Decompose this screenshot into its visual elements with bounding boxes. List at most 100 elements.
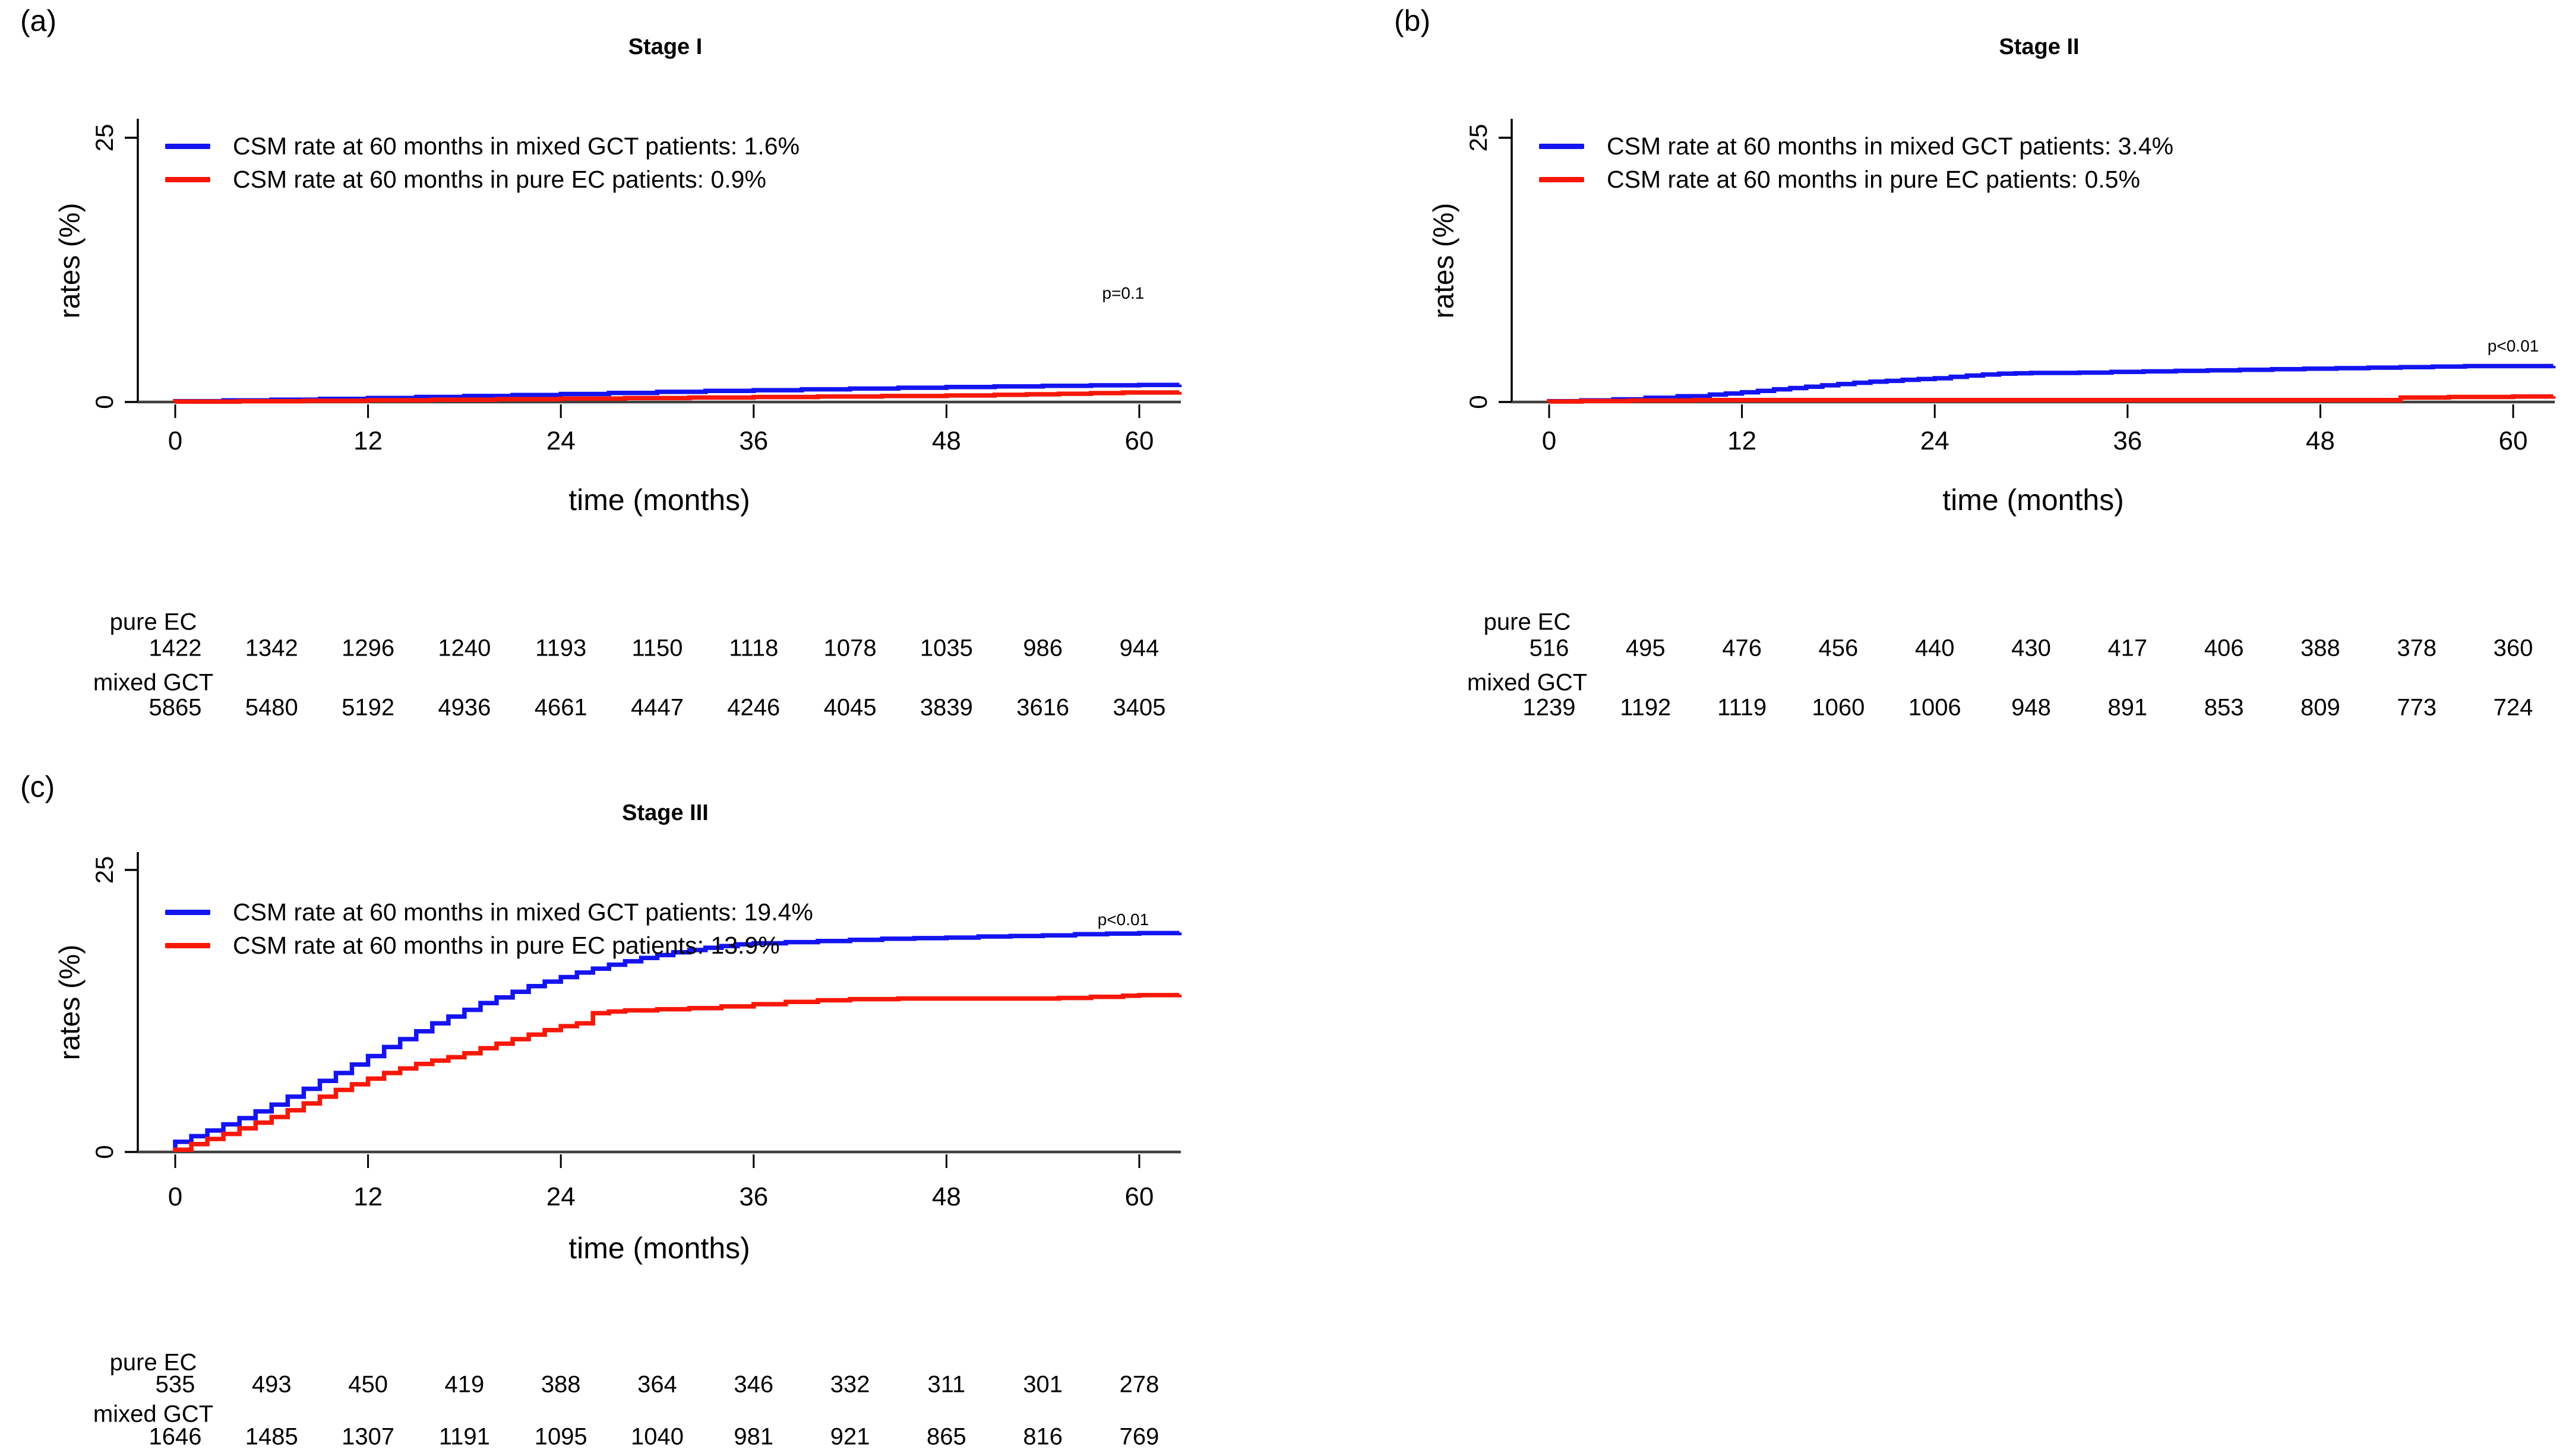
legend-line-swatch-red bbox=[165, 176, 210, 182]
legend-entry-mixed-gct: CSM rate at 60 months in mixed GCT patie… bbox=[165, 129, 800, 163]
legend-label: CSM rate at 60 months in mixed GCT patie… bbox=[1607, 132, 2174, 160]
y-tick-label: 0 bbox=[1464, 395, 1492, 409]
risk-count: 430 bbox=[2011, 635, 2051, 661]
legend-label: CSM rate at 60 months in pure EC patient… bbox=[233, 931, 780, 959]
risk-count: 1006 bbox=[1908, 694, 1961, 721]
risk-count: 1192 bbox=[1620, 694, 1671, 721]
plot-area: 25 0 0 12 24 36 48 60 bbox=[90, 119, 1182, 455]
risk-count: 981 bbox=[734, 1423, 774, 1450]
x-tick-label: 36 bbox=[739, 1182, 768, 1211]
risk-count: 516 bbox=[1529, 635, 1569, 661]
risk-row-label-mixed-gct: mixed GCT bbox=[93, 1401, 214, 1427]
y-axis-title: rates (%) bbox=[54, 944, 86, 1060]
legend: CSM rate at 60 months in mixed GCT patie… bbox=[1539, 129, 2173, 196]
plot-area: 25 0 0 12 24 36 48 60 bbox=[90, 852, 1182, 1211]
risk-count: 332 bbox=[830, 1371, 870, 1398]
legend-entry-pure-ec: CSM rate at 60 months in pure EC patient… bbox=[1539, 163, 2173, 196]
risk-count: 476 bbox=[1722, 635, 1762, 661]
legend-line-swatch-blue bbox=[1539, 143, 1584, 149]
curve-pure-ec bbox=[1547, 394, 2556, 404]
risk-count: 311 bbox=[927, 1371, 966, 1398]
x-tick-label: 48 bbox=[932, 1182, 961, 1211]
risk-row-label-pure-ec: pure EC bbox=[109, 609, 197, 635]
risk-count: 3616 bbox=[1016, 694, 1070, 721]
legend-line-swatch-red bbox=[165, 942, 210, 948]
risk-count: 440 bbox=[1914, 635, 1955, 661]
risk-count: 865 bbox=[927, 1423, 966, 1450]
risk-count: 948 bbox=[2011, 694, 2051, 721]
risk-count: 1239 bbox=[1522, 694, 1576, 721]
risk-count: 388 bbox=[541, 1371, 581, 1398]
risk-count: 5480 bbox=[245, 694, 298, 721]
risk-count: 816 bbox=[1023, 1423, 1063, 1450]
x-tick-label: 12 bbox=[353, 1182, 383, 1211]
x-tick-label: 36 bbox=[739, 426, 768, 455]
risk-count: 986 bbox=[1023, 635, 1063, 661]
risk-count: 1422 bbox=[148, 635, 202, 661]
risk-count: 1342 bbox=[245, 635, 298, 661]
risk-count: 4936 bbox=[438, 694, 491, 721]
y-tick-label: 25 bbox=[1464, 124, 1492, 152]
x-tick-label: 36 bbox=[2113, 426, 2142, 455]
risk-count: 4661 bbox=[534, 694, 587, 721]
p-value-annotation: p=0.1 bbox=[1102, 283, 1145, 302]
x-tick-label: 60 bbox=[1125, 426, 1154, 455]
y-tick-label: 0 bbox=[90, 1145, 118, 1159]
risk-row-label-pure-ec: pure EC bbox=[1483, 609, 1571, 635]
risk-count: 301 bbox=[1023, 1371, 1063, 1398]
risk-count: 406 bbox=[2204, 635, 2244, 661]
x-tick-label: 60 bbox=[1125, 1182, 1154, 1211]
legend-entry-pure-ec: CSM rate at 60 months in pure EC patient… bbox=[165, 929, 813, 962]
risk-count: 419 bbox=[444, 1371, 485, 1398]
risk-count: 769 bbox=[1119, 1423, 1159, 1450]
y-axis-title: rates (%) bbox=[54, 202, 86, 318]
risk-row-label-mixed-gct: mixed GCT bbox=[1467, 669, 1588, 696]
curve-pure-ec bbox=[173, 390, 1182, 404]
risk-count: 4045 bbox=[823, 694, 877, 721]
legend: CSM rate at 60 months in mixed GCT patie… bbox=[165, 895, 813, 962]
y-tick-label: 25 bbox=[90, 124, 118, 152]
x-tick-label: 12 bbox=[1727, 426, 1756, 455]
panel-stage-ii: (b) Stage II 25 0 0 12 24 36 48 60 rates (%) ti… bbox=[1374, 0, 2568, 748]
legend-label: CSM rate at 60 months in pure EC patient… bbox=[233, 165, 766, 193]
risk-count: 891 bbox=[2107, 694, 2148, 721]
legend: CSM rate at 60 months in mixed GCT patie… bbox=[165, 129, 800, 196]
risk-count: 1646 bbox=[148, 1423, 202, 1450]
risk-count: 378 bbox=[2397, 635, 2437, 661]
risk-count: 346 bbox=[734, 1371, 774, 1398]
x-tick-label: 0 bbox=[1542, 426, 1556, 455]
risk-count: 364 bbox=[637, 1371, 677, 1398]
legend-line-swatch-blue bbox=[165, 909, 210, 915]
risk-count: 417 bbox=[2107, 635, 2148, 661]
x-tick-label: 24 bbox=[546, 1182, 576, 1211]
panel-letter: (a) bbox=[20, 4, 57, 37]
x-tick-label: 24 bbox=[1920, 426, 1949, 455]
risk-count: 495 bbox=[1625, 635, 1666, 661]
risk-count: 4246 bbox=[727, 694, 781, 721]
x-tick-label: 48 bbox=[2306, 426, 2335, 455]
risk-count: 1060 bbox=[1812, 694, 1865, 721]
risk-count: 1035 bbox=[919, 635, 973, 661]
y-tick-label: 25 bbox=[90, 856, 118, 884]
risk-row-label-mixed-gct: mixed GCT bbox=[93, 669, 214, 696]
risk-count: 1119 bbox=[1717, 694, 1767, 721]
risk-count: 1078 bbox=[823, 635, 877, 661]
risk-count: 3839 bbox=[919, 694, 973, 721]
x-tick-label: 24 bbox=[546, 426, 576, 455]
panel-stage-i: (a) Stage I 25 0 0 12 24 36 48 60 rates (%) tim… bbox=[0, 0, 1194, 748]
risk-count: 1307 bbox=[342, 1423, 395, 1450]
risk-count: 450 bbox=[348, 1371, 388, 1398]
risk-count: 1040 bbox=[631, 1423, 684, 1450]
risk-count: 944 bbox=[1119, 635, 1159, 661]
risk-count: 3405 bbox=[1113, 694, 1166, 721]
legend-entry-pure-ec: CSM rate at 60 months in pure EC patient… bbox=[165, 163, 800, 196]
x-tick-label: 12 bbox=[353, 426, 383, 455]
risk-count: 456 bbox=[1818, 635, 1859, 661]
risk-count: 724 bbox=[2493, 694, 2533, 721]
risk-count: 5865 bbox=[148, 694, 202, 721]
risk-row-label-pure-ec: pure EC bbox=[109, 1349, 197, 1376]
curve-pure-ec bbox=[173, 993, 1182, 1152]
x-tick-label: 0 bbox=[168, 1182, 182, 1211]
risk-count: 921 bbox=[830, 1423, 870, 1450]
